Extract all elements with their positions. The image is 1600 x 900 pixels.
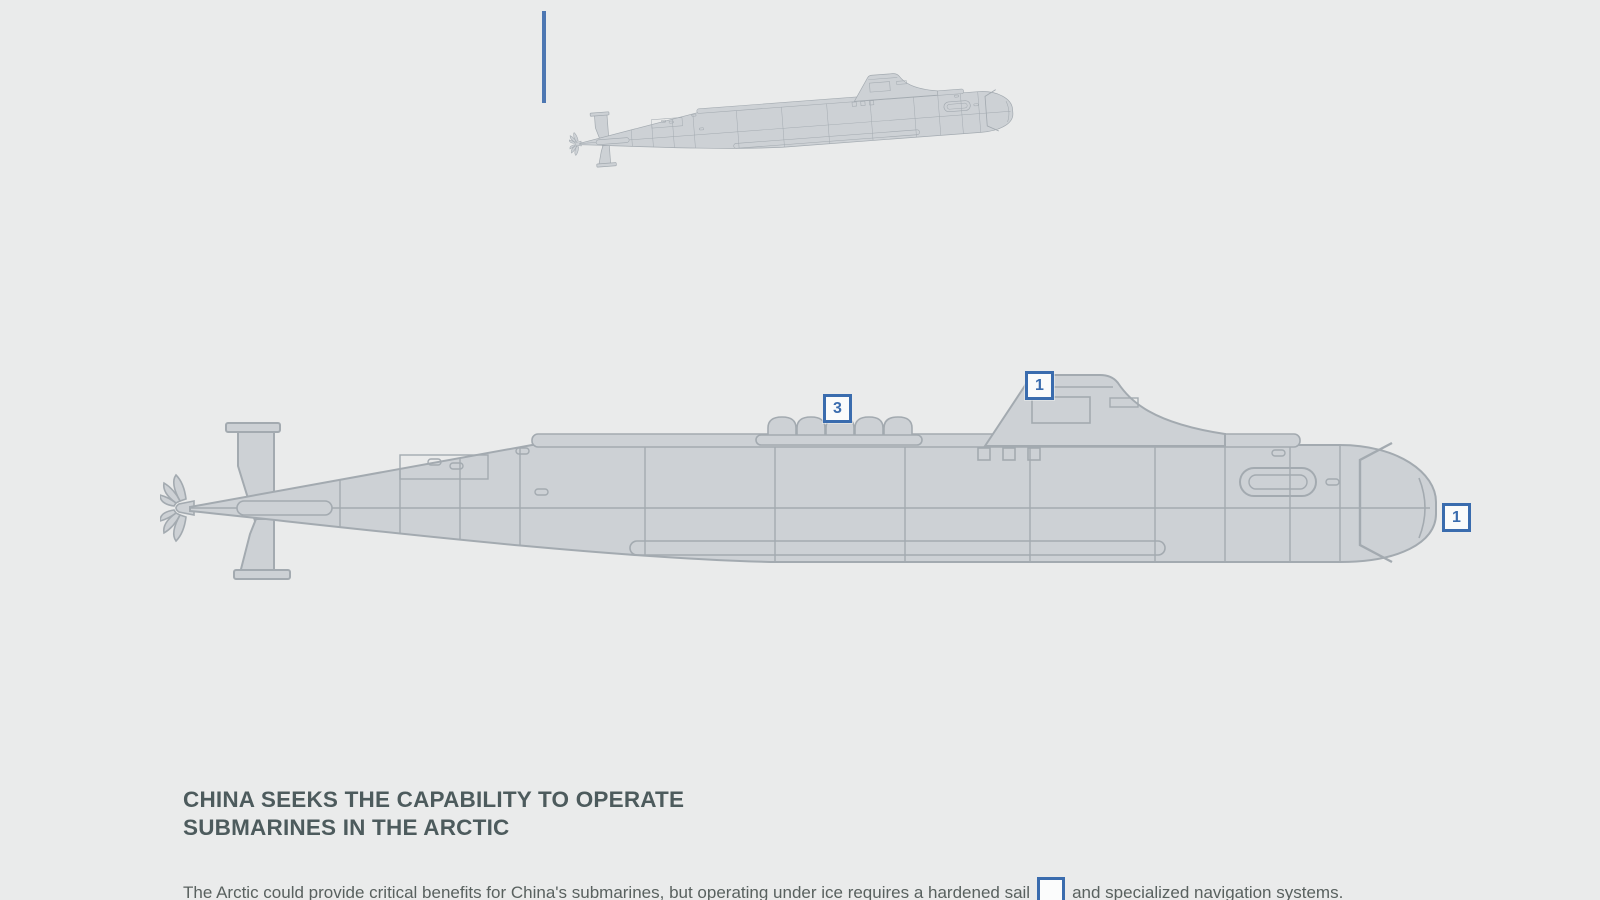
caption-text-before: The Arctic could provide critical benefi… <box>183 883 1031 900</box>
annotation-badge-sail: 1 <box>1025 371 1054 400</box>
small-submarine-illustration <box>566 63 1016 172</box>
annotation-badge-missile-tubes: 3 <box>823 394 852 423</box>
caption-inline-badge <box>1037 877 1066 900</box>
section-heading-line1: CHINA SEEKS THE CAPABILITY TO OPERATE <box>183 787 685 812</box>
annotation-badge-bow: 1 <box>1442 503 1471 532</box>
large-submarine-illustration <box>160 371 1440 589</box>
caption-paragraph: The Arctic could provide critical benefi… <box>183 877 1473 900</box>
section-heading-line2: SUBMARINES IN THE ARCTIC <box>183 815 510 840</box>
section-heading: CHINA SEEKS THE CAPABILITY TO OPERATE SU… <box>183 786 684 842</box>
caption-text-after: and specialized navigation systems. <box>1072 883 1344 900</box>
scale-marker-line <box>542 11 546 103</box>
